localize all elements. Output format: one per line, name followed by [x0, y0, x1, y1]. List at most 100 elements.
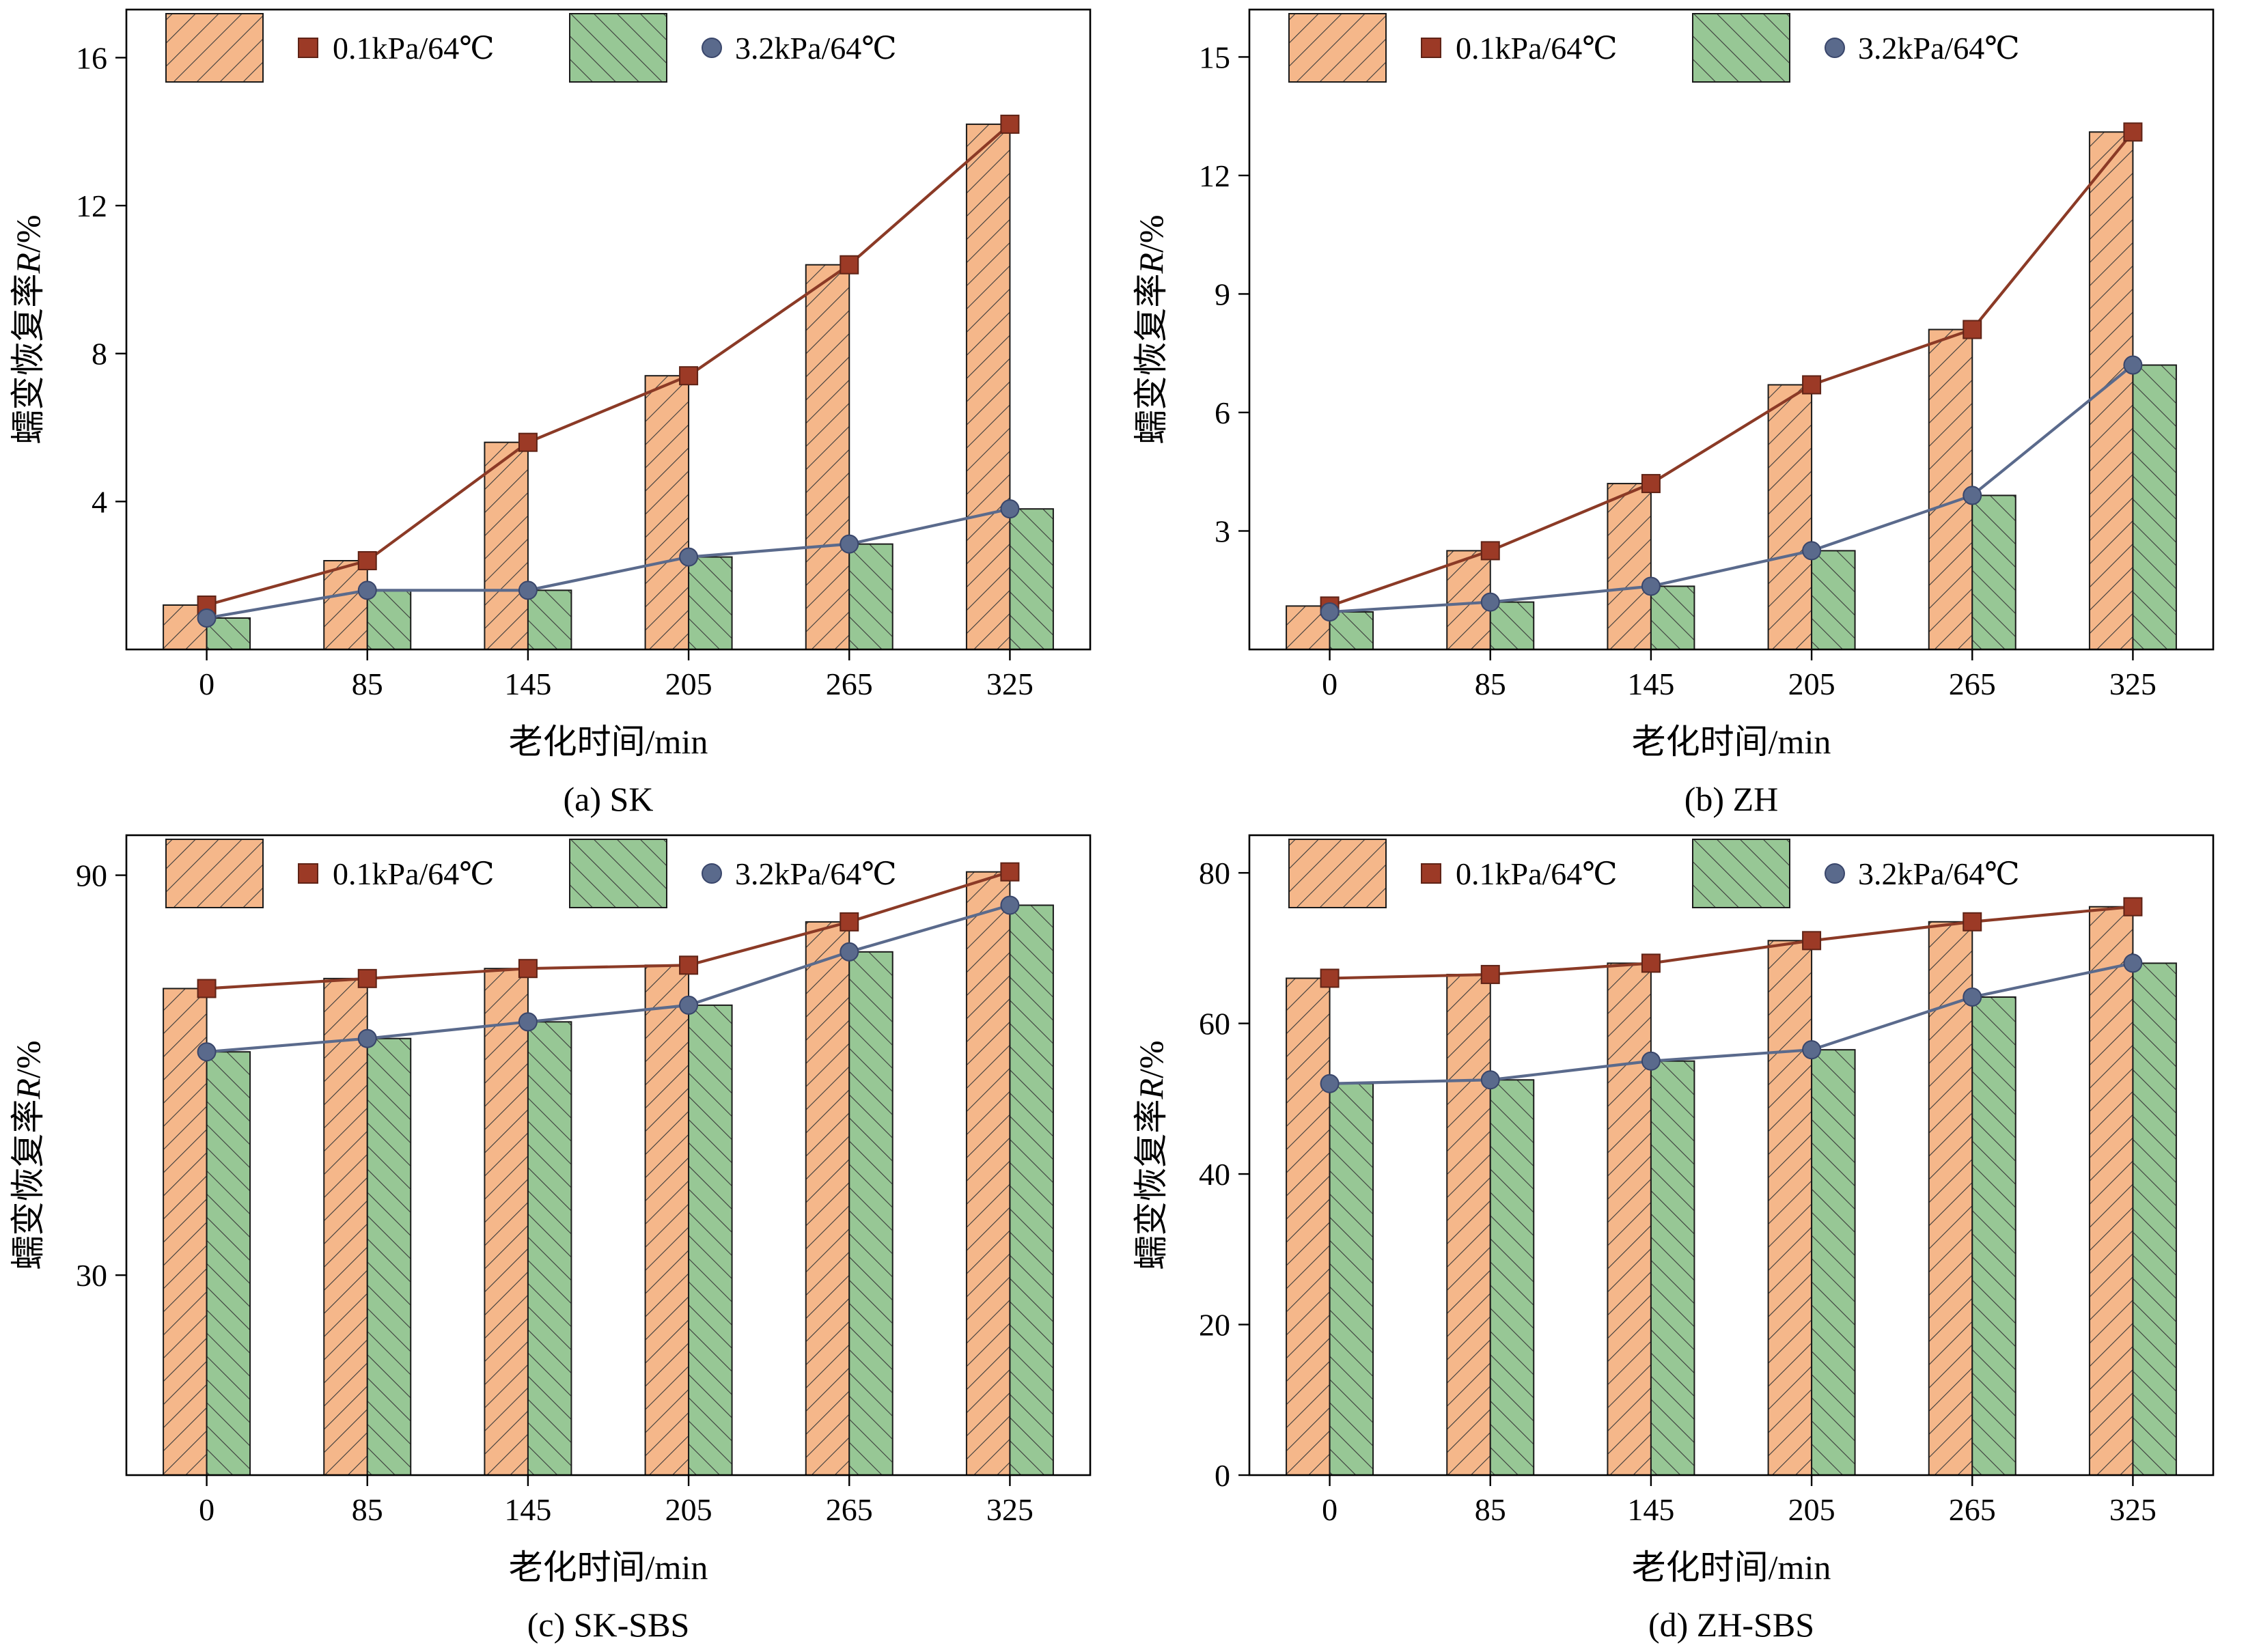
y-tick-label: 20 [1199, 1308, 1230, 1343]
x-tick-label: 85 [1475, 1492, 1506, 1527]
legend-marker-circle [1825, 863, 1845, 884]
marker-square [1000, 114, 1020, 134]
bar-hatch [1009, 904, 1054, 1476]
marker-circle [1963, 988, 1982, 1007]
legend-marker-circle [702, 863, 722, 884]
bar-hatch [1811, 550, 1856, 651]
marker-square [679, 955, 699, 975]
marker-circle [1802, 541, 1822, 561]
marker-circle [1641, 576, 1661, 596]
marker-square [357, 551, 377, 571]
y-tick-label: 12 [76, 188, 107, 223]
chart-a-sk: 4 8 12 16 0 85 145 205 265 325 0.1kPa/64℃ 3.2kPa/64… [0, 0, 1123, 826]
marker-square [1963, 912, 1982, 932]
bar-hatch [323, 977, 368, 1476]
line-series-2 [206, 507, 1010, 620]
x-tick-label: 0 [199, 667, 214, 701]
chart-c-sk-sbs: 30 90 0 85 145 205 265 325 0.1kPa/64℃ 3.2kPa/64℃ 老… [0, 826, 1123, 1651]
y-tick-label: 15 [1199, 40, 1230, 74]
bar-hatch [366, 1037, 412, 1476]
legend-marker-circle [1825, 38, 1845, 58]
marker-circle [357, 1028, 377, 1048]
bar-hatch [1650, 1060, 1695, 1476]
marker-square [1480, 541, 1500, 561]
x-tick-label: 0 [199, 1492, 214, 1527]
x-tick-label: 325 [986, 1492, 1034, 1527]
x-axis-label: 老化时间/min [509, 723, 708, 761]
bar-hatch [965, 871, 1011, 1476]
bar-hatch [163, 988, 208, 1476]
line-series-2 [1329, 962, 2133, 1085]
marker-circle [1802, 1040, 1822, 1060]
bars-series-2 [1329, 364, 2177, 651]
marker-circle [1480, 592, 1500, 612]
x-axis-label: 老化时间/min [1632, 723, 1831, 761]
line-series-1 [206, 123, 1011, 607]
x-tick-label: 0 [1322, 1492, 1337, 1527]
legend-swatch-1-hatch [165, 839, 264, 908]
line-series-2 [206, 904, 1011, 1054]
marker-circle [679, 995, 699, 1015]
marker-square [1000, 862, 1020, 882]
marker-square [1641, 953, 1661, 973]
y-axis-label: 蠕变恢复率R/% [1132, 214, 1170, 444]
marker-circle [1963, 486, 1982, 505]
bar-hatch [206, 1051, 251, 1476]
y-tick-label: 4 [92, 484, 107, 519]
y-tick-label: 90 [76, 858, 107, 893]
y-axis-label: 蠕变恢复率R/% [9, 1040, 47, 1270]
marker-circle [1000, 499, 1020, 519]
marker-square [1963, 320, 1982, 339]
bar-hatch [527, 589, 572, 651]
y-tick-label: 9 [1215, 277, 1230, 311]
bar-hatch [366, 589, 412, 651]
x-tick-label: 265 [1949, 1492, 1996, 1527]
marker-square [840, 912, 859, 932]
marker-square [2123, 122, 2143, 142]
legend-swatch-2-hatch [569, 839, 667, 908]
plot-border [1248, 834, 2215, 1476]
plot-border [125, 834, 1092, 1476]
x-tick-label: 265 [826, 1492, 873, 1527]
x-tick-label: 85 [352, 1492, 383, 1527]
bars-series-2 [1329, 962, 2177, 1476]
marker-square [840, 255, 859, 275]
chart-caption: (c) SK-SBS [527, 1606, 690, 1644]
x-tick-label: 325 [2109, 667, 2157, 701]
bar-hatch [323, 560, 368, 650]
chart-b-zh: 3 6 9 12 15 0 85 145 205 265 325 0.1kPa/64℃ 3.2kPa/6… [1123, 0, 2246, 826]
marker-circle [840, 534, 859, 554]
legend-swatch-2-hatch [569, 13, 667, 83]
marker-square [518, 959, 538, 979]
bar-hatch [805, 264, 850, 651]
marker-circle [197, 608, 217, 628]
marker-circle [357, 580, 377, 600]
marker-circle [679, 547, 699, 567]
plot-border [125, 8, 1092, 651]
line-series-1 [206, 870, 1011, 990]
bar-hatch [527, 1021, 572, 1476]
x-tick-label: 205 [1788, 667, 1835, 701]
chart-canvas-a: 4 8 12 16 0 85 145 205 265 325 0.1kPa/64℃ 3.2kPa/64… [9, 8, 1092, 818]
y-axis-label: 蠕变恢复率R/% [1132, 1040, 1170, 1270]
y-tick-label: 16 [76, 40, 107, 75]
legend-swatch-2-hatch [1692, 13, 1790, 83]
bar-hatch [1489, 601, 1535, 650]
bar-hatch [1650, 585, 1695, 650]
legend-label-1: 0.1kPa/64℃ [1456, 31, 1618, 66]
bar-hatch [644, 375, 690, 651]
chart-canvas-d: 0 20 40 60 80 0 85 145 205 265 325 0.1kPa/64℃ 3.2kPa… [1132, 834, 2215, 1644]
legend-marker-circle [702, 38, 722, 58]
legend-marker-square [1421, 863, 1441, 884]
marker-square [1320, 968, 1340, 988]
bars-series-2 [206, 904, 1054, 1476]
plot-border [1248, 8, 2215, 651]
marker-circle [518, 580, 538, 600]
y-tick-label: 0 [1215, 1458, 1230, 1493]
bars-series-1 [163, 871, 1011, 1476]
x-tick-label: 145 [1627, 667, 1674, 701]
marker-circle [1320, 602, 1340, 622]
bar-hatch [644, 964, 690, 1476]
bar-hatch [1446, 973, 1491, 1476]
